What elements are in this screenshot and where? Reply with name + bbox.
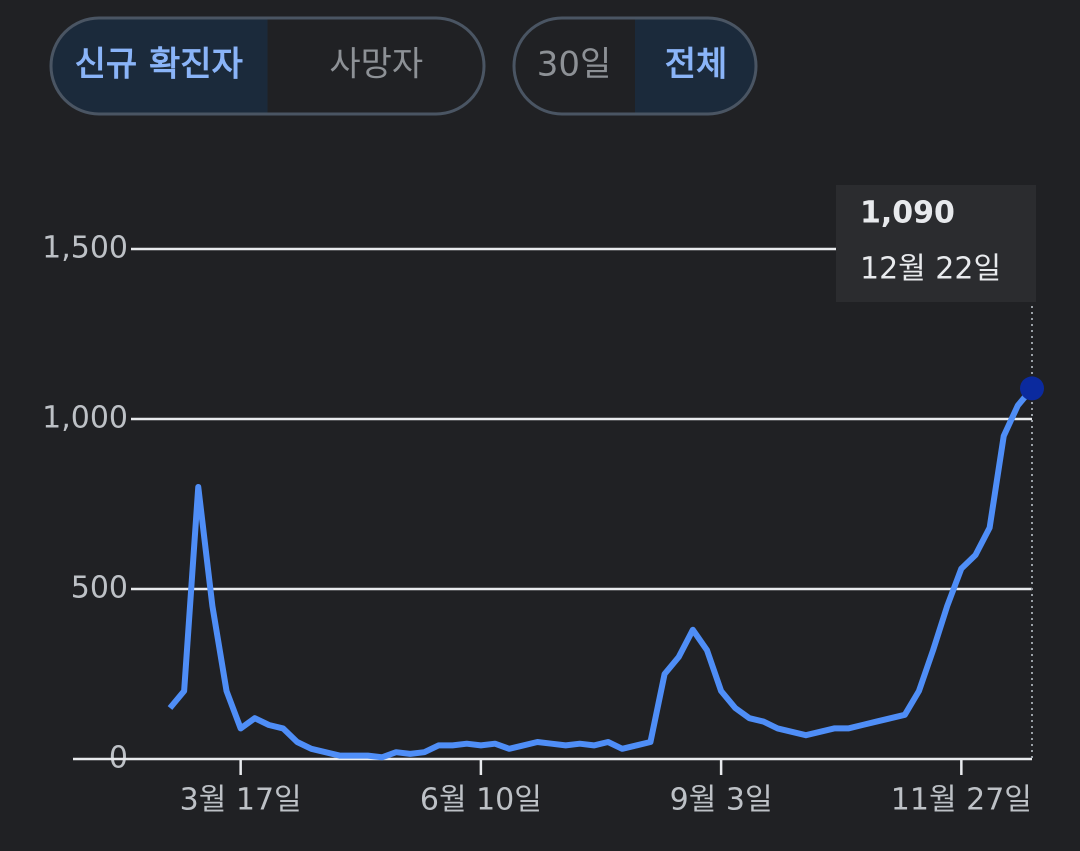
toggle-border[interactable] xyxy=(49,16,486,116)
line xyxy=(167,386,1035,761)
hover-point xyxy=(1020,376,1044,401)
y-tick-label: 1,000 xyxy=(42,401,128,436)
toggle-option[interactable]: 30일 xyxy=(537,45,612,85)
toggle-option[interactable]: 사망자 xyxy=(329,45,423,85)
x-tick-label: 6월 10일 xyxy=(420,783,542,818)
x-tick-label: 11월 27일 xyxy=(891,783,1032,818)
tooltip-value: 1,090 xyxy=(860,196,955,231)
y-tick-label: 500 xyxy=(71,571,128,606)
toggle-selected-bg xyxy=(635,17,757,115)
y-tick-label: 1,500 xyxy=(42,231,128,266)
toggle-border[interactable] xyxy=(512,16,758,116)
tooltip-date: 12월 22일 xyxy=(860,252,1001,287)
x-tick-label: 3월 17일 xyxy=(180,783,302,818)
x-tick-label: 9월 3일 xyxy=(670,783,773,818)
toggle-selected-bg xyxy=(50,17,268,115)
controls: 신규 확진자 사망자 30일 전체 xyxy=(49,16,758,116)
toggle-option[interactable]: 전체 xyxy=(665,45,728,85)
toggle-option[interactable]: 신규 확진자 xyxy=(75,45,243,85)
tooltip-box xyxy=(836,185,1036,302)
